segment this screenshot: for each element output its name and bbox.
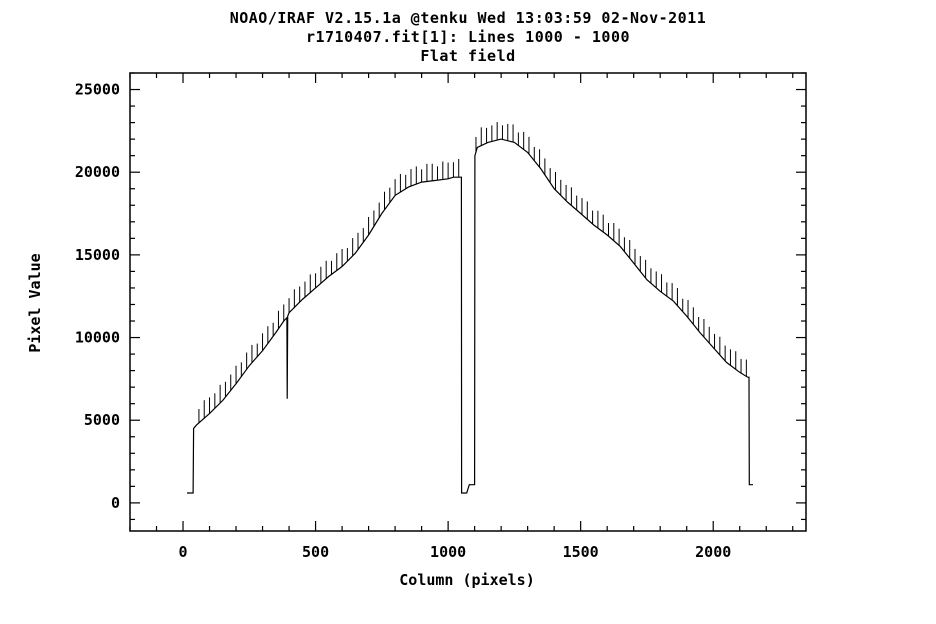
x-tick-label: 0 [179, 543, 188, 561]
y-tick-label: 0 [111, 494, 120, 512]
series-line [187, 138, 753, 494]
y-tick-label: 20000 [75, 163, 120, 181]
chart-title-line-2: r1710407.fit[1]: Lines 1000 - 1000 [305, 28, 631, 46]
chart-title-line-1: NOAO/IRAF V2.15.1a @tenku Wed 13:03:59 0… [229, 9, 707, 27]
plot-frame [129, 72, 807, 532]
y-tick-label: 5000 [84, 411, 120, 429]
series-spikes [198, 122, 747, 423]
y-tick-label: 15000 [75, 246, 120, 264]
y-tick-labels: 0 5000 10000 15000 20000 25000 [75, 81, 120, 512]
axis-ticks [129, 72, 806, 531]
x-tick-label: 1500 [563, 543, 599, 561]
y-tick-label: 25000 [75, 81, 120, 99]
chart-title-line-3: Flat field [420, 47, 516, 65]
y-axis-label: Pixel Value [26, 253, 44, 352]
x-axis-label: Column (pixels) [399, 571, 534, 589]
x-tick-labels: 0 500 1000 1500 2000 [179, 543, 732, 561]
x-tick-label: 2000 [695, 543, 731, 561]
x-tick-label: 1000 [430, 543, 466, 561]
y-tick-label: 10000 [75, 329, 120, 347]
x-tick-label: 500 [302, 543, 329, 561]
